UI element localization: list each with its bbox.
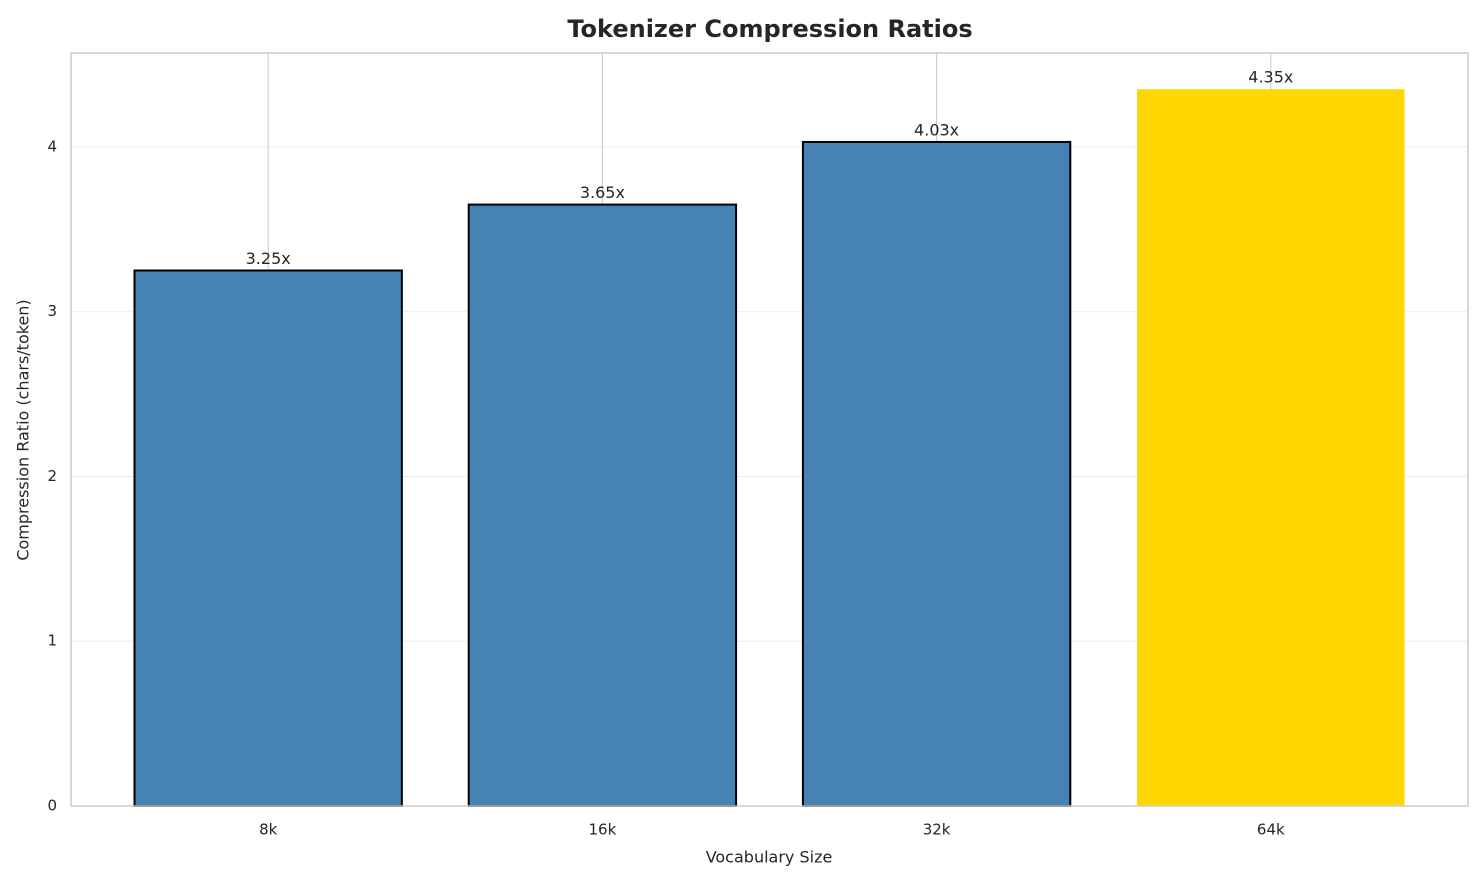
y-tick-label: 3 [47, 302, 57, 320]
y-tick-label: 4 [47, 137, 57, 155]
x-axis-label: Vocabulary Size [706, 848, 833, 867]
x-tick-label: 32k [923, 821, 951, 839]
plot-frame [70, 52, 1469, 807]
value-label: 4.35x [1248, 68, 1293, 87]
bar [133, 269, 403, 807]
chart-title: Tokenizer Compression Ratios [567, 15, 972, 43]
y-tick-label: 2 [47, 467, 57, 485]
y-tick-label: 0 [47, 797, 57, 815]
value-label: 3.25x [246, 249, 291, 268]
bar [467, 203, 738, 807]
x-tick-label: 16k [589, 821, 617, 839]
y-tick-label: 1 [47, 632, 57, 650]
value-label: 4.03x [914, 120, 959, 139]
x-tick-label: 8k [259, 821, 278, 839]
y-axis-label: Compression Ratio (chars/token) [14, 299, 33, 560]
bar [1137, 89, 1405, 806]
x-tick-label: 64k [1257, 821, 1285, 839]
value-label: 3.65x [580, 183, 625, 202]
bar [801, 140, 1072, 807]
